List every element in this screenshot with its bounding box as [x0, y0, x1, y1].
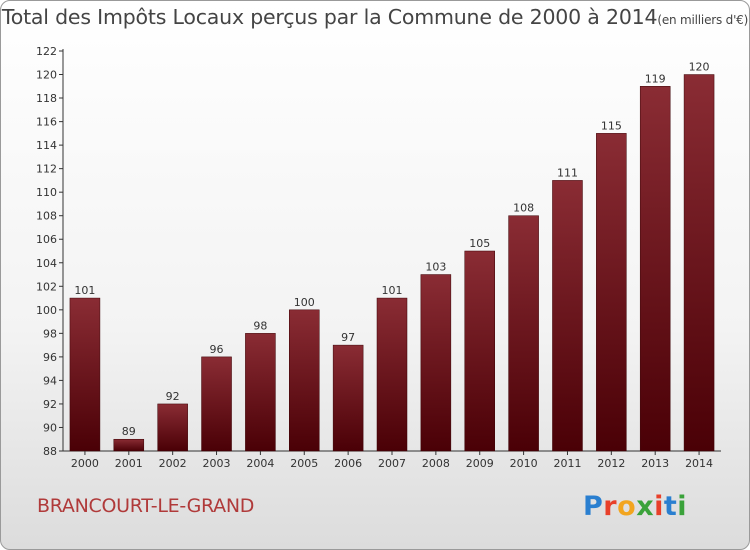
x-tick-label-2013: 2013: [641, 457, 669, 470]
y-tick-label: 120: [36, 69, 57, 82]
data-label-2000: 101: [74, 284, 95, 297]
data-label-2005: 100: [294, 296, 315, 309]
data-label-2004: 98: [253, 319, 267, 332]
data-label-2006: 97: [341, 331, 355, 344]
y-tick-label: 96: [43, 351, 57, 364]
data-label-2007: 101: [382, 284, 403, 297]
x-tick-label-2000: 2000: [71, 457, 99, 470]
logo-letter: o: [617, 491, 637, 522]
bar-2004: [245, 333, 276, 452]
y-tick-label: 116: [36, 116, 57, 129]
bar-2007: [376, 297, 408, 452]
bar-2001: [113, 438, 145, 452]
bar-2009: [464, 250, 495, 452]
y-tick-label: 106: [36, 233, 57, 246]
bar-2014: [683, 74, 715, 452]
data-label-2002: 92: [166, 390, 180, 403]
bar-2006: [332, 344, 364, 452]
x-tick-label-2012: 2012: [597, 457, 625, 470]
y-tick-label: 112: [36, 163, 57, 176]
chart-title: Total des Impôts Locaux perçus par la Co…: [1, 5, 749, 29]
y-tick-label: 104: [36, 257, 57, 270]
y-tick-label: 122: [36, 45, 57, 58]
logo-letter: i: [677, 491, 688, 522]
x-tick-label-2007: 2007: [378, 457, 406, 470]
data-label-2009: 105: [469, 237, 490, 250]
y-tick-label: 110: [36, 186, 57, 199]
bar-2002: [157, 403, 188, 452]
bar-2011: [552, 180, 583, 452]
x-tick-label-2004: 2004: [246, 457, 274, 470]
logo-letter: i: [654, 491, 664, 522]
y-tick-label: 118: [36, 92, 57, 105]
bar-2013: [639, 86, 671, 452]
logo-letter: x: [636, 491, 655, 522]
logo-letter: t: [663, 491, 678, 522]
data-label-2013: 119: [645, 72, 666, 85]
y-tick-label: 102: [36, 280, 57, 293]
data-label-2010: 108: [513, 202, 534, 215]
bar-2005: [289, 309, 320, 452]
bar-2008: [420, 274, 452, 452]
bar-2003: [201, 356, 232, 452]
x-tick-label-2001: 2001: [115, 457, 143, 470]
x-tick-label-2011: 2011: [553, 457, 581, 470]
data-label-2003: 96: [210, 343, 224, 356]
data-label-2014: 120: [689, 61, 710, 74]
x-tick-label-2009: 2009: [466, 457, 494, 470]
y-tick-label: 88: [43, 445, 57, 458]
bar-2010: [508, 215, 539, 452]
y-tick-label: 98: [43, 327, 57, 340]
logo-letter: P: [583, 491, 604, 522]
x-tick-label-2002: 2002: [159, 457, 187, 470]
x-tick-label-2010: 2010: [510, 457, 538, 470]
y-tick-label: 108: [36, 210, 57, 223]
title-text: Total des Impôts Locaux perçus par la Co…: [1, 5, 658, 29]
data-label-2001: 89: [122, 425, 136, 438]
y-tick-label: 114: [36, 139, 57, 152]
title-unit: (en milliers d'€): [657, 13, 749, 27]
commune-name: BRANCOURT-LE-GRAND: [37, 495, 255, 517]
x-tick-label-2006: 2006: [334, 457, 362, 470]
proxiti-logo: Proxiti: [583, 491, 687, 522]
x-tick-label-2008: 2008: [422, 457, 450, 470]
y-tick-label: 94: [43, 374, 57, 387]
y-tick-label: 100: [36, 304, 57, 317]
x-tick-label-2014: 2014: [685, 457, 713, 470]
logo-letter: r: [603, 491, 618, 522]
data-label-2011: 111: [557, 166, 578, 179]
bar-2000: [69, 297, 101, 452]
data-label-2008: 103: [425, 261, 446, 274]
y-tick-label: 90: [43, 421, 57, 434]
bar-2012: [596, 133, 627, 452]
data-label-2012: 115: [601, 119, 622, 132]
x-tick-label-2003: 2003: [203, 457, 231, 470]
x-tick-label-2005: 2005: [290, 457, 318, 470]
y-tick-label: 92: [43, 398, 57, 411]
